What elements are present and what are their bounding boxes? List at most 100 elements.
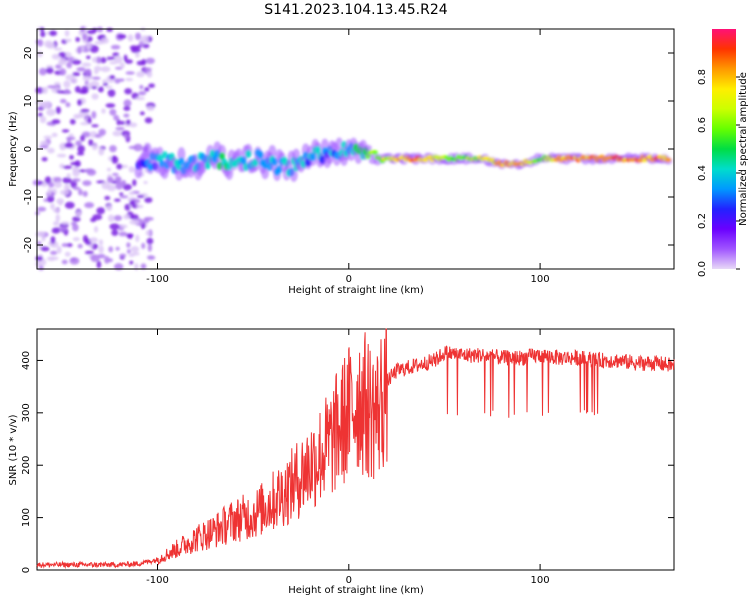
colorbar-scale xyxy=(712,29,736,269)
ridge-core xyxy=(245,149,252,158)
noise-speckle xyxy=(119,62,125,69)
noise-speckle xyxy=(37,107,45,111)
x-tick-label: 100 xyxy=(531,274,550,285)
noise-speckle xyxy=(78,188,83,196)
noise-speckle xyxy=(129,219,140,225)
ridge-core xyxy=(665,157,672,163)
noise-speckle xyxy=(100,57,107,64)
noise-speckle xyxy=(93,226,99,233)
noise-speckle xyxy=(40,182,48,187)
noise-speckle xyxy=(106,167,112,172)
noise-speckle xyxy=(102,82,109,87)
noise-speckle xyxy=(53,181,63,188)
noise-speckle xyxy=(70,180,78,189)
noise-speckle xyxy=(72,169,80,177)
noise-speckle xyxy=(141,242,146,249)
colorbar-ticks: 0.0 0.2 0.4 0.6 0.8 xyxy=(697,69,740,277)
noise-speckle xyxy=(143,216,154,221)
noise-speckle xyxy=(59,98,67,104)
noise-speckle xyxy=(98,239,104,246)
noise-speckle xyxy=(113,215,123,221)
noise-speckle xyxy=(82,33,87,41)
noise-speckle xyxy=(47,147,55,154)
noise-speckle xyxy=(50,250,58,255)
noise-speckle xyxy=(69,154,74,160)
noise-speckle xyxy=(111,229,119,236)
noise-speckle xyxy=(42,86,48,94)
noise-speckle xyxy=(51,132,58,138)
noise-speckle xyxy=(93,65,102,72)
y-tick-label: 200 xyxy=(21,456,32,475)
noise-speckle xyxy=(107,56,116,60)
ridge-core xyxy=(219,152,226,161)
noise-speckle xyxy=(74,160,81,168)
colorbar-tick-label: 0.6 xyxy=(697,117,708,133)
colorbar-tick-label: 0.4 xyxy=(697,165,708,181)
noise-speckle xyxy=(135,204,144,209)
noise-speckle xyxy=(136,194,145,199)
noise-speckle xyxy=(92,145,99,149)
noise-speckle xyxy=(109,75,116,80)
noise-speckle xyxy=(77,243,83,249)
noise-speckle xyxy=(135,52,140,58)
noise-speckle xyxy=(53,176,62,184)
snr-panel: -100 0 100 0 100 200 300 400 Height of straight… xyxy=(8,328,675,596)
noise-speckle xyxy=(94,41,105,45)
snr-series-line xyxy=(36,328,675,570)
noise-speckle xyxy=(100,66,111,73)
noise-speckle xyxy=(119,192,124,196)
colorbar-label: Normalized spectral amplitude xyxy=(738,72,749,226)
noise-speckle xyxy=(76,151,85,156)
noise-speckle xyxy=(77,145,85,153)
noise-speckle xyxy=(38,67,47,76)
ridge-halo xyxy=(225,166,234,181)
noise-speckle xyxy=(60,226,67,232)
noise-speckle xyxy=(111,172,119,177)
noise-speckle xyxy=(64,251,71,257)
noise-speckle xyxy=(82,190,88,197)
noise-speckle xyxy=(142,43,150,49)
y-tick-label: 20 xyxy=(23,47,34,60)
noise-speckle xyxy=(69,257,80,265)
noise-speckle xyxy=(147,243,153,252)
ridge-halo xyxy=(177,147,186,162)
noise-speckle xyxy=(61,259,68,265)
noise-speckle xyxy=(82,75,91,82)
noise-speckle xyxy=(123,99,132,108)
noise-speckle xyxy=(81,62,92,67)
noise-speckle xyxy=(106,204,113,212)
noise-speckle xyxy=(58,58,64,66)
noise-speckle xyxy=(122,183,132,191)
noise-speckle xyxy=(91,111,97,119)
noise-speckle xyxy=(77,99,82,106)
snr-xlabel: Height of straight line (km) xyxy=(288,585,424,596)
noise-speckle xyxy=(143,180,148,185)
chart-title: S141.2023.104.13.45.R24 xyxy=(264,2,447,18)
noise-speckle xyxy=(72,237,80,242)
noise-speckle xyxy=(91,93,99,100)
noise-speckle xyxy=(123,54,128,62)
spectrogram-marks xyxy=(32,25,675,271)
noise-speckle xyxy=(76,67,86,72)
noise-speckle xyxy=(131,252,140,256)
noise-speckle xyxy=(35,39,41,44)
noise-speckle xyxy=(91,124,99,128)
noise-speckle xyxy=(140,263,147,270)
noise-speckle xyxy=(105,103,116,108)
noise-speckle xyxy=(98,245,104,254)
noise-speckle xyxy=(56,90,66,94)
noise-speckle xyxy=(110,44,121,50)
noise-speckle xyxy=(47,85,57,89)
noise-speckle xyxy=(86,169,97,176)
noise-speckle xyxy=(72,186,81,191)
noise-speckle xyxy=(119,195,129,199)
noise-speckle xyxy=(105,85,113,89)
noise-speckle xyxy=(63,80,71,88)
noise-speckle xyxy=(133,143,143,152)
noise-speckle xyxy=(36,206,47,212)
noise-speckle xyxy=(59,68,67,76)
noise-speckle xyxy=(132,179,137,187)
noise-speckle xyxy=(101,181,111,190)
noise-speckle xyxy=(58,51,66,57)
